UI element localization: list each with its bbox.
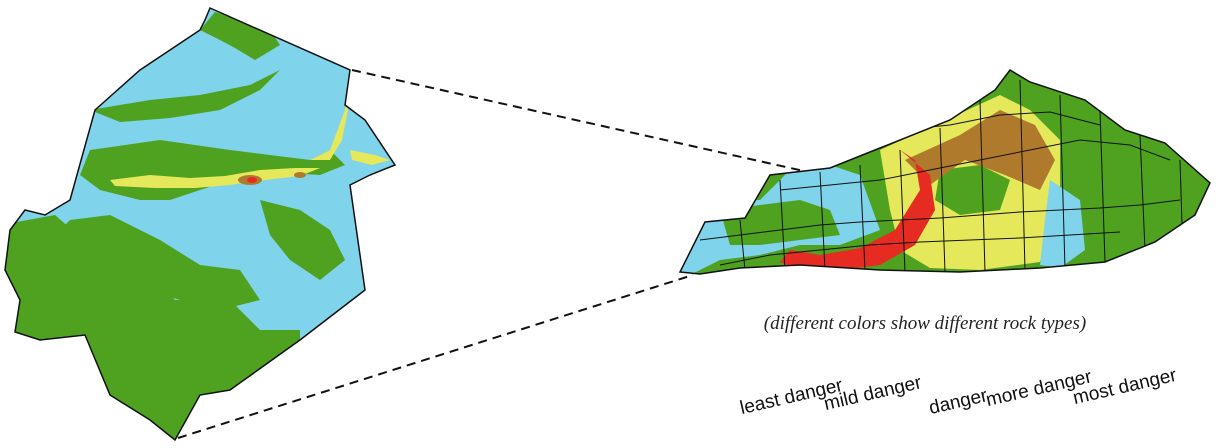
state-outline <box>678 69 1211 275</box>
connector-line-bottom <box>177 274 694 439</box>
county-detail-map <box>4 7 397 442</box>
kentucky-state-map <box>678 69 1211 275</box>
connector-line-top <box>351 69 836 179</box>
county-yellow-band <box>110 80 390 188</box>
map-caption: (different colors show different rock ty… <box>763 313 1087 334</box>
state-east-low <box>1040 180 1085 268</box>
state-brown-zone <box>905 110 1055 190</box>
county-brown-red-spots <box>238 172 306 185</box>
county-outline <box>4 7 397 442</box>
state-central-mild <box>935 165 1010 215</box>
state-red-band <box>780 150 935 270</box>
